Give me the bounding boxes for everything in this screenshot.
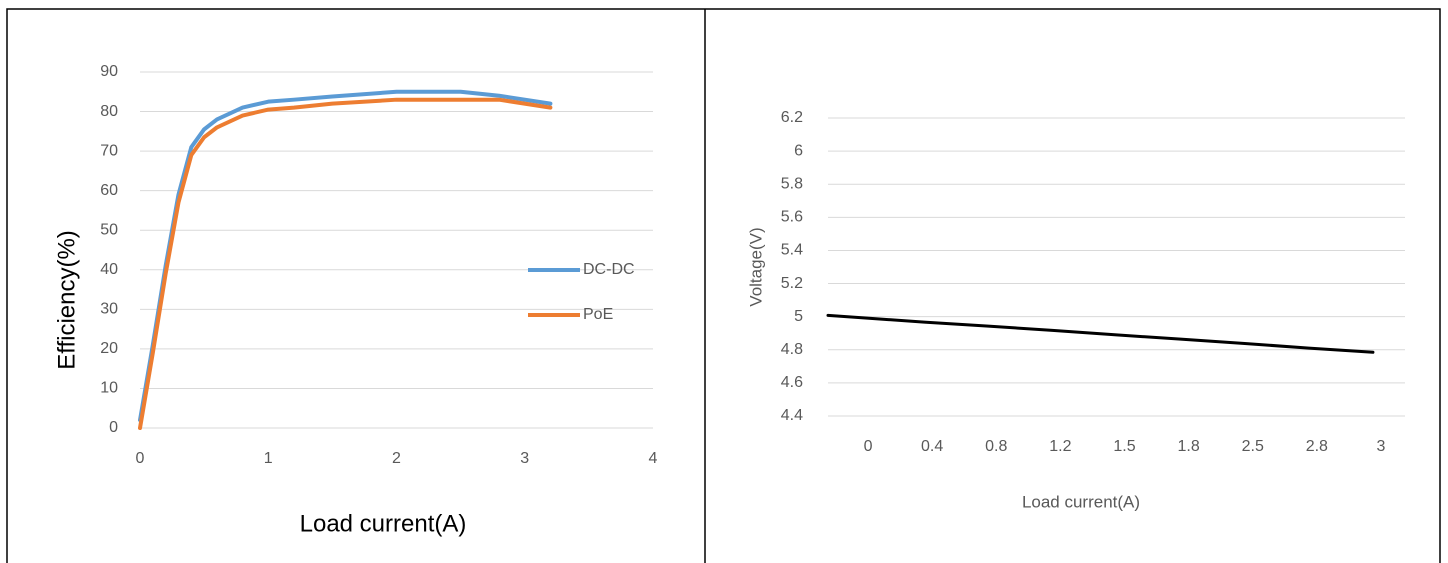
x-tick-label: 0.8: [985, 438, 1007, 455]
x-tick-label: 3: [1376, 438, 1385, 455]
x-tick-label: 3: [520, 450, 529, 467]
x-tick-label: 2.5: [1242, 438, 1264, 455]
y-tick-label: 4.4: [781, 407, 803, 424]
x-tick-label: 1.2: [1049, 438, 1071, 455]
y-tick-label: 70: [100, 142, 118, 159]
y-tick-label: 30: [100, 301, 118, 318]
x-tick-label: 0: [136, 450, 145, 467]
y-tick-label: 5.6: [781, 209, 803, 226]
x-tick-label: 1.8: [1177, 438, 1199, 455]
y-tick-label: 40: [100, 261, 118, 278]
y-tick-label: 5: [794, 308, 803, 325]
y-tick-label: 80: [100, 103, 118, 120]
x-tick-label: 1.5: [1113, 438, 1135, 455]
x-axis-title: Load current(A): [1022, 492, 1140, 511]
y-tick-label: 5.2: [781, 275, 803, 292]
y-axis-title: Voltage(V): [746, 227, 765, 306]
y-tick-label: 20: [100, 340, 118, 357]
y-tick-label: 60: [100, 182, 118, 199]
x-tick-label: 0: [864, 438, 873, 455]
y-tick-label: 4.8: [781, 341, 803, 358]
y-tick-label: 6.2: [781, 109, 803, 126]
y-tick-label: 90: [100, 63, 118, 80]
x-axis-title: Load current(A): [300, 510, 467, 537]
y-tick-label: 50: [100, 221, 118, 238]
x-tick-label: 1: [264, 450, 273, 467]
y-tick-label: 5.4: [781, 242, 803, 259]
legend-label: PoE: [583, 306, 613, 323]
x-tick-label: 0.4: [921, 438, 943, 455]
y-tick-label: 6: [794, 142, 803, 159]
y-axis-title: Efficiency(%): [53, 230, 80, 370]
y-tick-label: 10: [100, 380, 118, 397]
series-line: [826, 313, 1375, 354]
x-tick-label: 2.8: [1306, 438, 1328, 455]
legend-label: DC-DC: [583, 261, 635, 278]
x-tick-label: 4: [649, 450, 658, 467]
y-tick-label: 4.6: [781, 374, 803, 391]
outer-frame: [6, 8, 1441, 563]
series-line: [138, 97, 553, 430]
y-tick-label: 5.8: [781, 175, 803, 192]
y-tick-label: 0: [109, 419, 118, 436]
x-tick-label: 2: [392, 450, 401, 467]
